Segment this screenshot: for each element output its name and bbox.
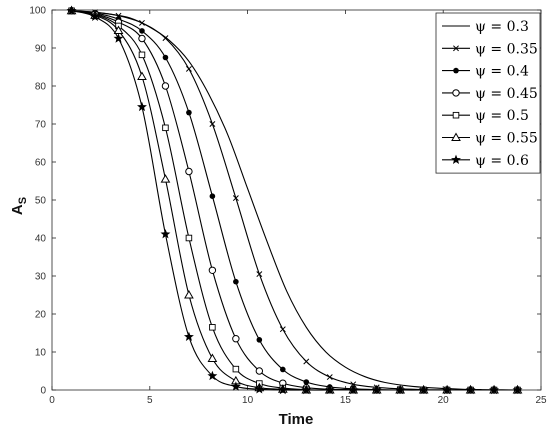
y-axis-label-main: A [9, 204, 26, 215]
series-point [137, 71, 147, 80]
legend-item: ψ = 0.5 [442, 108, 529, 124]
series-point [256, 337, 263, 343]
series-point [512, 384, 523, 395]
series-point [139, 19, 145, 26]
series-point [442, 384, 453, 395]
legend-label: ψ = 0.3 [475, 19, 529, 35]
x-tick-label: 0 [49, 395, 55, 406]
x-tick-label: 25 [535, 395, 547, 406]
series-point [348, 384, 359, 395]
series-point [209, 193, 216, 199]
legend-item: ψ = 0.45 [442, 86, 538, 102]
legend-item: ψ = 0.55 [442, 131, 538, 147]
series-point [254, 384, 265, 394]
series-point [395, 384, 406, 395]
series-point [277, 384, 288, 395]
series-point [303, 358, 310, 365]
series-point [465, 384, 476, 395]
series-layer [66, 5, 523, 395]
series-point [256, 271, 263, 278]
y-tick-label: 50 [35, 196, 47, 207]
legend-marker [451, 132, 461, 141]
series-point [139, 28, 145, 34]
x-tick-label: 20 [438, 395, 450, 406]
series-point [185, 167, 193, 176]
y-tick-label: 70 [35, 120, 47, 131]
series-point [161, 82, 170, 90]
series-point [208, 266, 217, 274]
series-point [255, 367, 264, 375]
y-tick-label: 30 [35, 272, 47, 283]
series-point [138, 51, 146, 59]
x-tick-label: 5 [147, 395, 153, 406]
series-point [186, 109, 192, 116]
y-tick-label: 10 [35, 348, 47, 359]
y-axis-label: AS [9, 197, 29, 215]
series-point [303, 379, 310, 385]
series-point [138, 34, 146, 43]
legend-marker [453, 45, 459, 52]
series-7 [66, 5, 523, 395]
series-point [162, 54, 169, 61]
y-tick-label: 60 [35, 158, 47, 169]
x-axis-label: Time [279, 411, 314, 428]
series-point [160, 174, 171, 183]
legend-label: ψ = 0.6 [475, 153, 529, 169]
series-point [185, 234, 193, 242]
y-tick-label: 90 [35, 44, 47, 55]
series-point [160, 229, 171, 239]
legend-item: ψ = 0.35 [442, 41, 538, 57]
series-point [207, 370, 218, 381]
y-axis: 0 10 20 30 40 50 60 70 80 90 100 [29, 6, 541, 397]
legend-marker [452, 89, 460, 97]
series-point [371, 384, 382, 395]
legend-marker [452, 111, 460, 119]
series-point [162, 124, 169, 132]
series-point [489, 384, 499, 395]
legend-marker [453, 67, 459, 74]
series-point [209, 121, 216, 127]
series-point [113, 33, 124, 43]
series-point [183, 331, 194, 342]
legend-item: ψ = 0.4 [442, 64, 529, 80]
x-tick-label: 10 [242, 395, 254, 406]
series-point [209, 324, 216, 331]
legend-label: ψ = 0.35 [475, 41, 538, 57]
series-point [207, 353, 218, 362]
series-point [326, 374, 333, 381]
series-point [233, 278, 239, 285]
legend-item: ψ = 0.6 [442, 153, 529, 169]
series-point [232, 195, 239, 202]
series-point [350, 381, 357, 388]
series-point [90, 11, 100, 22]
y-tick-label: 20 [35, 310, 47, 321]
series-point [162, 35, 169, 42]
series-point [184, 289, 194, 299]
legend-marker [451, 154, 461, 165]
y-tick-label: 80 [35, 82, 47, 93]
legend-label: ψ = 0.4 [475, 64, 529, 80]
y-axis-label-subscript: S [17, 197, 29, 204]
series-point [185, 65, 192, 72]
y-tick-label: 100 [29, 6, 46, 17]
legend: ψ = 0.3 ψ = 0.35 ψ = 0.4 ψ = 0.45 ψ = 0.5 ψ =… [435, 12, 541, 174]
series-point [232, 365, 240, 373]
series-point [279, 326, 286, 333]
legend-item: ψ = 0.3 [442, 19, 529, 35]
series-point [230, 381, 241, 391]
series-point [137, 101, 147, 112]
series-point [301, 384, 312, 395]
series-point [66, 5, 77, 15]
x-tick-label: 15 [340, 395, 352, 406]
series-point [324, 384, 335, 395]
legend-label: ψ = 0.55 [475, 131, 538, 147]
series-point [280, 366, 286, 373]
series-point [418, 384, 429, 395]
series-point [232, 335, 240, 343]
y-tick-label: 40 [35, 234, 47, 245]
legend-label: ψ = 0.5 [475, 108, 529, 124]
y-tick-label: 0 [40, 386, 46, 397]
legend-label: ψ = 0.45 [475, 86, 538, 102]
